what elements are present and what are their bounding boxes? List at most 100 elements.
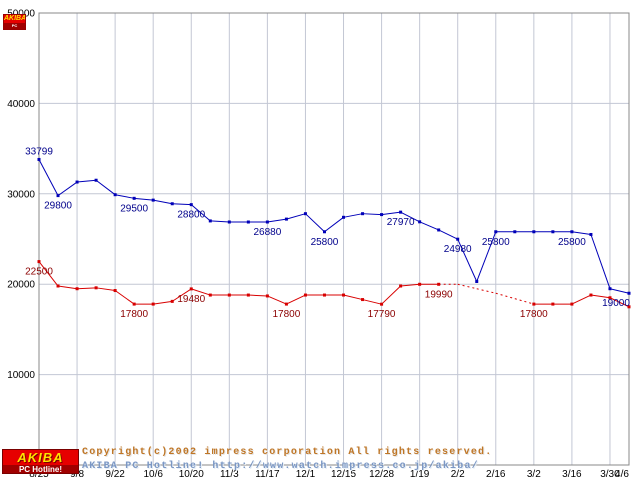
x-tick-label: 12/15 (331, 469, 356, 480)
x-tick-label: 3/16 (562, 469, 582, 480)
x-tick-label: 11/17 (255, 469, 280, 480)
x-tick-label: 11/3 (220, 469, 239, 480)
upper-price-segment (362, 213, 382, 216)
lower-price-segment (171, 288, 192, 302)
lower-price-segment (571, 294, 592, 305)
lower-price-marker (189, 287, 193, 291)
y-tick-label: 40000 (7, 99, 35, 110)
data-label: 25800 (558, 237, 586, 248)
lower-price-marker (380, 302, 384, 306)
data-label: 17800 (273, 309, 301, 320)
upper-price-marker (570, 230, 574, 234)
upper-price-marker (75, 180, 79, 184)
y-tick-label: 20000 (7, 280, 35, 291)
upper-price-segment (286, 213, 306, 220)
upper-price-marker (322, 230, 326, 234)
upper-price-marker (37, 157, 41, 161)
lower-price-marker (132, 302, 136, 306)
lower-price-segment (114, 290, 135, 305)
lower-price-segment (457, 283, 477, 290)
data-label: 19990 (425, 289, 453, 300)
data-label: 28800 (177, 210, 205, 221)
lower-price-segment (514, 298, 534, 305)
lower-price-segment (495, 292, 515, 300)
data-label: 29500 (120, 203, 148, 214)
site-url[interactable]: http://www.watch.impress.co.jp/akiba/ (212, 461, 479, 472)
data-label: 17800 (520, 309, 548, 320)
x-tick-label: 1/19 (410, 469, 430, 480)
upper-price-marker (132, 196, 136, 200)
lower-price-segment (267, 295, 287, 305)
lower-price-marker (151, 302, 155, 306)
upper-price-marker (418, 220, 422, 224)
data-label: 33799 (25, 146, 53, 157)
lower-price-segment (191, 288, 211, 296)
data-label: 29800 (44, 201, 72, 212)
lower-price-marker (437, 282, 441, 286)
upper-price-segment (267, 218, 287, 223)
lower-price-marker (246, 293, 250, 297)
upper-price-segment (571, 231, 592, 235)
lower-price-segment (400, 283, 420, 287)
data-label: 19000 (602, 298, 630, 309)
upper-price-segment (153, 199, 173, 205)
lower-price-marker (208, 293, 212, 297)
y-tick-label: 30000 (7, 189, 35, 200)
upper-price-marker (151, 198, 155, 202)
lower-price-marker (570, 302, 574, 306)
copyright-line: Copyright(c)2002 impress corporation All… (82, 447, 493, 458)
upper-price-marker (113, 193, 117, 197)
upper-price-segment (305, 213, 325, 233)
data-label: 25800 (311, 237, 339, 248)
upper-price-marker (513, 230, 517, 234)
lower-price-segment (38, 261, 59, 287)
upper-price-marker (437, 228, 441, 232)
x-tick-label: 3/30 (600, 469, 620, 480)
upper-price-marker (627, 291, 631, 295)
akiba-watermark-sub: PC Hotline! (4, 23, 25, 29)
upper-price-marker (208, 219, 212, 223)
data-label: 22500 (25, 267, 53, 278)
akiba-logo-brand: AKIBA (17, 450, 64, 465)
lower-price-marker (589, 293, 593, 297)
upper-price-segment (476, 231, 497, 282)
lower-price-segment (57, 285, 78, 290)
lower-price-segment (590, 294, 611, 299)
upper-price-marker (361, 212, 365, 216)
upper-price-marker (227, 220, 231, 224)
upper-price-marker (494, 230, 498, 234)
lower-price-segment (248, 294, 268, 297)
lower-price-marker (75, 287, 79, 291)
upper-price-marker (475, 279, 479, 283)
lower-price-marker (361, 298, 365, 302)
x-tick-label: 9/22 (105, 469, 125, 480)
upper-price-segment (172, 203, 192, 206)
upper-price-segment (609, 288, 630, 294)
upper-price-marker (56, 194, 60, 198)
akiba-pc-hotline-logo: AKIBA PC Hotline! (2, 449, 79, 474)
data-label: 27970 (387, 217, 415, 228)
upper-price-segment (590, 234, 611, 289)
lower-price-marker (56, 284, 60, 288)
site-line: AKIBA PC Hotline! http://www.watch.impres… (82, 461, 479, 472)
upper-price-marker (246, 220, 250, 224)
lower-price-marker (170, 299, 174, 303)
plot-border (38, 12, 630, 466)
upper-price-segment (400, 211, 420, 223)
upper-price-segment (438, 229, 458, 240)
lower-price-segment (286, 294, 306, 305)
lower-price-marker (37, 260, 41, 264)
upper-price-segment (134, 197, 154, 201)
upper-price-marker (456, 237, 460, 241)
data-label: 25800 (482, 237, 510, 248)
lower-price-marker (284, 302, 288, 306)
upper-price-marker (551, 230, 555, 234)
lower-price-marker (418, 282, 422, 286)
upper-price-marker (342, 215, 346, 219)
upper-price-segment (77, 179, 97, 183)
upper-price-segment (210, 220, 230, 223)
lower-price-marker (342, 293, 346, 297)
lower-price-segment (96, 287, 116, 292)
akiba-watermark-brand: AKIBA (4, 15, 26, 22)
